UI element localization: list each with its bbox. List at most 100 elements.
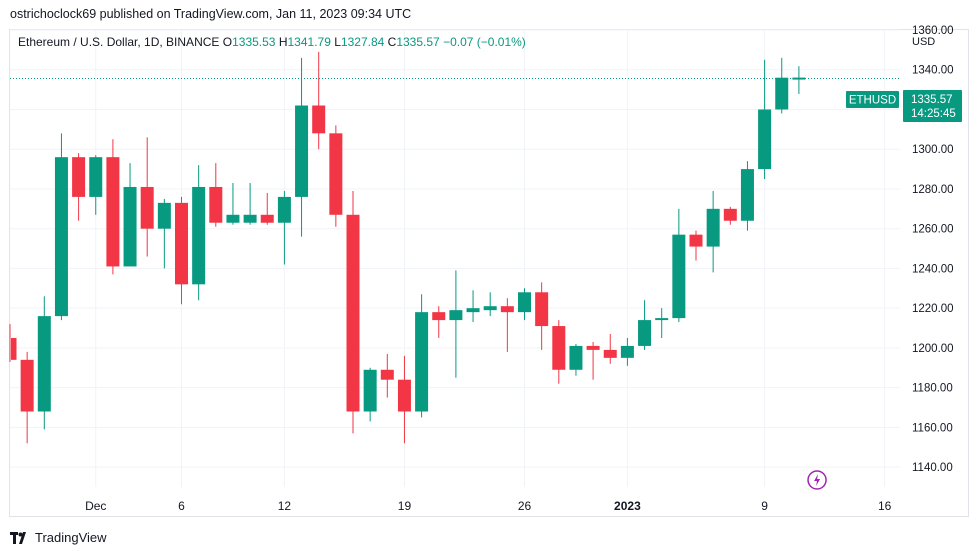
candle-body <box>72 157 86 197</box>
candle-up <box>123 163 137 267</box>
ohlc-legend: Ethereum / U.S. Dollar, 1D, BINANCE O133… <box>18 35 526 49</box>
legend-open-label: O <box>222 35 233 49</box>
candle-body <box>466 308 480 313</box>
candle-down <box>535 282 549 350</box>
x-tick-label: 26 <box>518 499 532 513</box>
ethusd-price-tag: ETHUSD 1335.57 14:25:45 <box>846 90 962 122</box>
candle-down <box>397 355 411 444</box>
candle-body <box>620 345 634 358</box>
x-tick-label: 9 <box>761 499 768 513</box>
candle-body <box>758 109 772 170</box>
candle-down <box>175 196 188 305</box>
price-tag-box <box>903 90 962 122</box>
candle-body <box>346 214 360 412</box>
candle-body <box>432 312 446 321</box>
candle-body <box>312 105 326 134</box>
legend-high-value: 1341.79 <box>287 35 331 49</box>
candle-down <box>329 125 343 227</box>
candle-body <box>552 326 566 370</box>
candle-body <box>723 208 737 221</box>
x-tick-label: 6 <box>178 499 185 513</box>
candle-body <box>380 369 394 380</box>
grid-lines <box>10 29 900 487</box>
candle-body <box>672 234 686 319</box>
candle-up <box>569 343 583 376</box>
candle-up <box>37 296 51 430</box>
y-tick-label: 1180.00 <box>912 383 953 395</box>
candle-up <box>672 208 686 323</box>
candle-body <box>11 337 17 360</box>
y-tick-label: 1160.00 <box>912 422 953 434</box>
time-axis[interactable]: Dec 6 12 19 26 2023 9 16 <box>85 499 892 513</box>
candle-body <box>363 369 377 412</box>
currency-label: USD <box>912 36 935 48</box>
candle-up <box>449 270 463 378</box>
candle-body <box>123 186 137 267</box>
published-caption: ostrichoclock69 published on TradingView… <box>10 7 412 21</box>
y-tick-label: 1280.00 <box>912 184 954 196</box>
candle-down <box>723 206 737 225</box>
candle-down <box>603 334 617 364</box>
legend-change: −0.07 (−0.01%) <box>443 35 526 49</box>
price-tag-countdown: 14:25:45 <box>911 108 956 120</box>
candle-up <box>243 182 257 225</box>
candle-body <box>415 312 429 412</box>
candle-body <box>655 318 669 321</box>
legend-symbol: Ethereum / U.S. Dollar, 1D, BINANCE <box>18 35 220 49</box>
candle-body <box>106 157 120 267</box>
ticker-tag-box <box>846 91 899 108</box>
candle-body <box>209 186 223 223</box>
candle-body <box>792 77 806 80</box>
candle-up <box>295 57 309 237</box>
candle-up <box>483 292 497 317</box>
x-tick-label: 19 <box>398 499 412 513</box>
candle-body <box>397 379 411 412</box>
candle-body <box>20 359 34 412</box>
candle-body <box>603 349 617 358</box>
candle-body <box>175 202 188 285</box>
candle-body <box>37 316 51 412</box>
candle-body <box>740 169 754 221</box>
tradingview-branding[interactable]: TradingView <box>10 530 107 545</box>
legend-low-label: L <box>334 35 341 49</box>
candle-down <box>9 324 17 362</box>
candle-body <box>449 310 463 321</box>
candle-up <box>466 290 480 323</box>
legend-low-value: 1327.84 <box>340 35 385 49</box>
y-tick-label: 1260.00 <box>912 224 954 236</box>
y-tick-label: 1140.00 <box>912 462 953 474</box>
candle-up <box>89 155 103 215</box>
event-marker[interactable] <box>807 470 827 490</box>
candle-body <box>260 214 274 223</box>
candle-down <box>552 320 566 384</box>
y-tick-label: 1360.00 <box>912 25 954 37</box>
y-tick-label: 1200.00 <box>912 343 954 355</box>
y-tick-label: 1300.00 <box>912 144 954 156</box>
candle-down <box>72 153 86 221</box>
candle-up <box>706 190 720 273</box>
candle-body <box>140 186 154 229</box>
candle-down <box>106 139 120 275</box>
price-tag-value: 1335.57 <box>911 94 953 106</box>
candle-body <box>775 77 789 110</box>
candle-body <box>535 292 549 327</box>
candle-down <box>20 351 34 444</box>
candle-up <box>415 294 429 418</box>
candle-body <box>483 306 497 311</box>
candle-down <box>312 51 326 150</box>
candle-body <box>689 234 703 247</box>
y-tick-label: 1340.00 <box>912 65 954 77</box>
candle-body <box>500 306 514 313</box>
lightning-bolt <box>814 474 821 486</box>
candle-body <box>329 133 343 215</box>
candle-down <box>689 230 703 261</box>
candle-up <box>192 165 206 301</box>
candle-body <box>295 105 309 197</box>
candle-up <box>226 182 240 225</box>
candle-body <box>638 320 652 346</box>
legend-high-label: H <box>278 35 288 49</box>
candle-up <box>775 57 789 114</box>
candle-down <box>209 163 223 227</box>
candle-body <box>277 196 291 223</box>
